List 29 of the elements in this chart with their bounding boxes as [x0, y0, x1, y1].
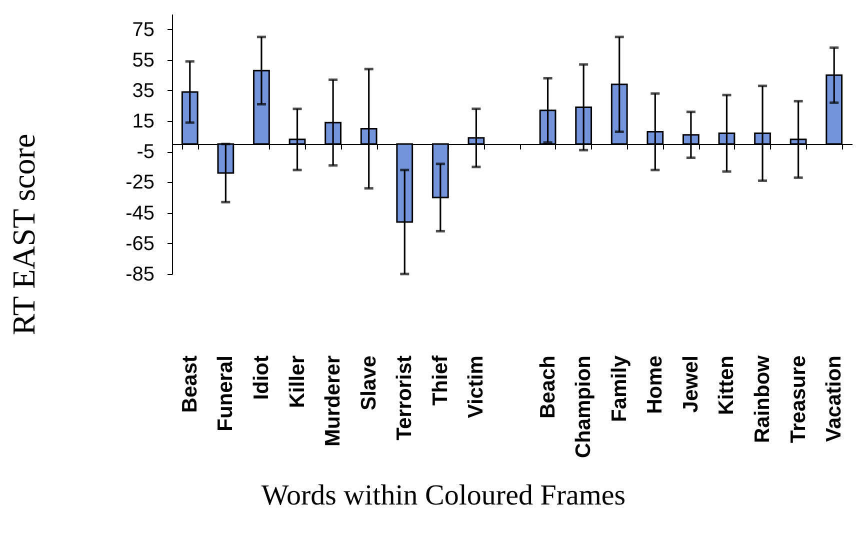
- x-tick-label: Slave: [357, 356, 380, 410]
- x-tick-label: Kitten: [715, 356, 738, 415]
- x-tick-label: Murderer: [322, 356, 345, 447]
- x-tick-label: Jewel: [679, 356, 702, 413]
- x-axis-title: Words within Coloured Frames: [261, 480, 626, 512]
- y-tick-label: -25: [126, 172, 154, 194]
- y-tick-label: 55: [132, 49, 154, 72]
- y-tick-label: -65: [126, 232, 154, 255]
- x-tick-label: Funeral: [214, 356, 238, 432]
- x-tick-label: Treasure: [786, 356, 810, 444]
- y-axis-title: RT EAST score: [6, 134, 42, 336]
- x-tick-label: Terrorist: [393, 356, 416, 440]
- x-tick-label: Killer: [286, 356, 309, 408]
- x-tick-label: Family: [608, 355, 631, 422]
- y-tick-label: 75: [132, 18, 154, 41]
- x-tick-label: Beast: [178, 356, 202, 413]
- x-tick-label: Thief: [428, 354, 452, 406]
- y-tick-label: 15: [132, 110, 154, 133]
- x-tick-label: Beach: [536, 356, 560, 419]
- y-tick-label: 35: [132, 80, 154, 102]
- x-tick-label: Home: [644, 356, 667, 414]
- y-tick-label: -85: [126, 264, 154, 286]
- x-tick-label: Vacation: [822, 356, 846, 442]
- x-tick-label: Champion: [572, 356, 596, 458]
- y-tick-label: -5: [136, 141, 154, 164]
- x-tick-label: Victim: [464, 356, 488, 418]
- x-tick-label: Idiot: [250, 356, 273, 400]
- y-tick-label: -45: [126, 202, 154, 224]
- x-tick-label: Rainbow: [751, 354, 774, 443]
